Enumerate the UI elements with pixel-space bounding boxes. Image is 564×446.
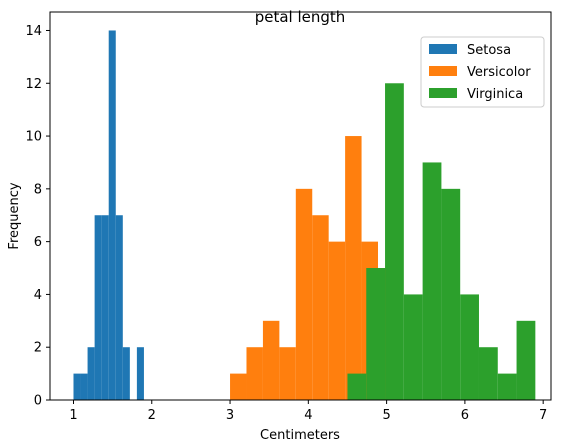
bar-setosa-4: [101, 215, 109, 400]
legend: Setosa Versicolor Virginica: [420, 36, 545, 108]
bar-virginica-8: [497, 373, 517, 400]
bar-setosa-5: [108, 30, 116, 400]
legend-label-virginica: Virginica: [467, 87, 523, 102]
bar-virginica-9: [516, 320, 536, 400]
y-tick-label: 2: [34, 341, 42, 356]
bar-virginica-6: [460, 294, 479, 400]
x-tick-label: 4: [304, 408, 312, 423]
y-tick-label: 12: [25, 77, 42, 92]
x-axis: 1 2 3 4 5 6 7: [69, 400, 547, 423]
x-tick-label: 3: [226, 408, 234, 423]
legend-swatch-virginica: [429, 88, 457, 98]
bar-virginica-2: [385, 83, 404, 400]
bars-layer: [73, 30, 536, 400]
x-tick-label: 7: [539, 408, 547, 423]
bar-versicolor-0: [230, 373, 247, 400]
legend-label-versicolor: Versicolor: [467, 65, 531, 80]
bar-virginica-7: [478, 347, 498, 400]
x-tick-label: 1: [69, 408, 77, 423]
bar-versicolor-4: [295, 188, 313, 400]
bar-setosa-0: [73, 373, 81, 400]
bar-setosa-9: [136, 347, 144, 400]
bar-virginica-4: [422, 162, 442, 400]
y-tick-label: 0: [34, 394, 42, 409]
legend-swatch-setosa: [429, 44, 457, 54]
bar-versicolor-7: [345, 136, 362, 400]
bar-versicolor-5: [312, 215, 329, 400]
bar-virginica-0: [347, 373, 367, 400]
legend-label-setosa: Setosa: [467, 43, 511, 58]
bar-setosa-6: [115, 215, 123, 400]
y-tick-label: 4: [34, 288, 42, 303]
y-tick-label: 10: [25, 130, 42, 145]
y-tick-label: 14: [25, 24, 42, 39]
bar-virginica-1: [366, 268, 386, 400]
bar-setosa-7: [122, 347, 130, 400]
bar-setosa-1: [80, 373, 88, 400]
bar-setosa-3: [94, 215, 102, 400]
x-axis-label: Centimeters: [260, 428, 340, 443]
x-tick-label: 5: [382, 408, 390, 423]
chart-title: petal length: [255, 8, 346, 26]
bar-virginica-3: [403, 294, 423, 400]
bar-versicolor-2: [262, 320, 280, 400]
plot-frame: [49, 11, 552, 401]
x-tick-label: 6: [461, 408, 469, 423]
x-tick-label: 2: [148, 408, 156, 423]
y-tick-label: 6: [34, 235, 42, 250]
bar-versicolor-1: [246, 347, 263, 400]
y-axis: 0 2 4 6 8 10 12 14: [25, 24, 50, 409]
bar-versicolor-6: [328, 241, 346, 400]
legend-swatch-versicolor: [429, 66, 457, 76]
y-axis-label: Frequency: [7, 182, 22, 249]
bar-virginica-5: [441, 188, 461, 400]
bar-setosa-2: [87, 347, 95, 400]
bar-versicolor-3: [279, 347, 296, 400]
y-tick-label: 8: [34, 182, 42, 197]
